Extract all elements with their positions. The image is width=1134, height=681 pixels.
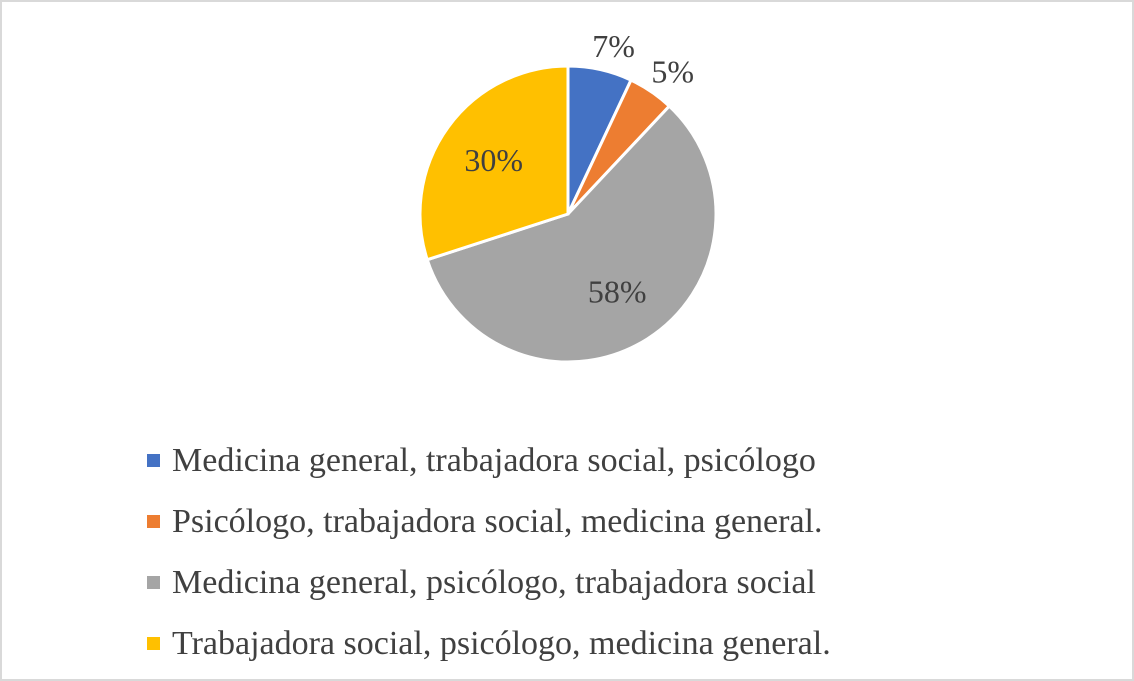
data-label: 30%	[464, 142, 523, 178]
legend-item: Psicólogo, trabajadora social, medicina …	[147, 491, 831, 552]
legend-label: Medicina general, psicólogo, trabajadora…	[172, 563, 816, 601]
legend-swatch	[147, 576, 160, 589]
legend-label: Medicina general, trabajadora social, ps…	[172, 441, 816, 479]
legend-item: Medicina general, psicólogo, trabajadora…	[147, 552, 831, 613]
legend-item: Trabajadora social, psicólogo, medicina …	[147, 613, 831, 674]
legend-swatch	[147, 637, 160, 650]
data-label: 5%	[651, 54, 694, 90]
legend: Medicina general, trabajadora social, ps…	[147, 430, 831, 674]
legend-item: Medicina general, trabajadora social, ps…	[147, 430, 831, 491]
pie-slice	[425, 103, 718, 364]
data-label: 7%	[592, 28, 635, 64]
legend-swatch	[147, 515, 160, 528]
data-label: 58%	[588, 273, 647, 309]
legend-label: Psicólogo, trabajadora social, medicina …	[172, 502, 823, 540]
pie-slice	[418, 64, 570, 262]
legend-swatch	[147, 454, 160, 467]
legend-label: Trabajadora social, psicólogo, medicina …	[172, 624, 831, 662]
